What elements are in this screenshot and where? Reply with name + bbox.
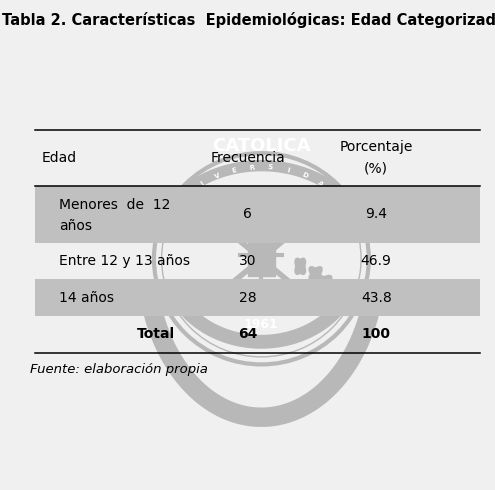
Text: Frecuencia: Frecuencia bbox=[210, 151, 285, 165]
Text: Total: Total bbox=[137, 327, 175, 342]
Text: CATOLICA: CATOLICA bbox=[212, 137, 310, 154]
Text: 9.4: 9.4 bbox=[365, 207, 387, 221]
Text: 100: 100 bbox=[362, 327, 391, 342]
Text: R: R bbox=[249, 164, 255, 171]
Ellipse shape bbox=[308, 266, 323, 282]
Text: 1961: 1961 bbox=[244, 318, 279, 331]
Text: (%): (%) bbox=[364, 162, 388, 176]
Text: E: E bbox=[232, 167, 238, 174]
Text: N: N bbox=[184, 190, 193, 198]
Text: 64: 64 bbox=[238, 327, 257, 342]
Text: Tabla 2. Características  Epidemiológicas: Edad Categorizada: Tabla 2. Características Epidemiológicas… bbox=[2, 12, 495, 28]
Text: Fuente: elaboración propia: Fuente: elaboración propia bbox=[30, 363, 207, 376]
Text: D: D bbox=[331, 190, 339, 198]
Text: Menores  de  12: Menores de 12 bbox=[59, 198, 171, 212]
Text: V: V bbox=[214, 172, 221, 179]
Text: años: años bbox=[59, 219, 93, 233]
Text: 6: 6 bbox=[243, 207, 252, 221]
Text: U: U bbox=[172, 202, 181, 210]
Text: Porcentaje: Porcentaje bbox=[340, 140, 413, 154]
Text: 46.9: 46.9 bbox=[361, 254, 392, 268]
Text: 43.8: 43.8 bbox=[361, 291, 392, 305]
Ellipse shape bbox=[317, 284, 336, 294]
Text: Edad: Edad bbox=[42, 151, 77, 165]
Ellipse shape bbox=[316, 275, 333, 288]
Ellipse shape bbox=[317, 284, 336, 294]
Text: D: D bbox=[301, 172, 309, 180]
Bar bbox=[248, 242, 275, 276]
Ellipse shape bbox=[295, 258, 306, 275]
Text: Entre 12 y 13 años: Entre 12 y 13 años bbox=[59, 254, 191, 268]
Ellipse shape bbox=[316, 275, 333, 288]
Text: 28: 28 bbox=[239, 291, 256, 305]
Text: S: S bbox=[268, 164, 273, 171]
Ellipse shape bbox=[308, 266, 323, 282]
Text: I: I bbox=[286, 167, 290, 173]
Ellipse shape bbox=[295, 258, 306, 275]
Text: 14 años: 14 años bbox=[59, 291, 114, 305]
Text: A: A bbox=[317, 180, 325, 188]
Text: I: I bbox=[199, 180, 205, 187]
Text: 30: 30 bbox=[239, 254, 256, 268]
